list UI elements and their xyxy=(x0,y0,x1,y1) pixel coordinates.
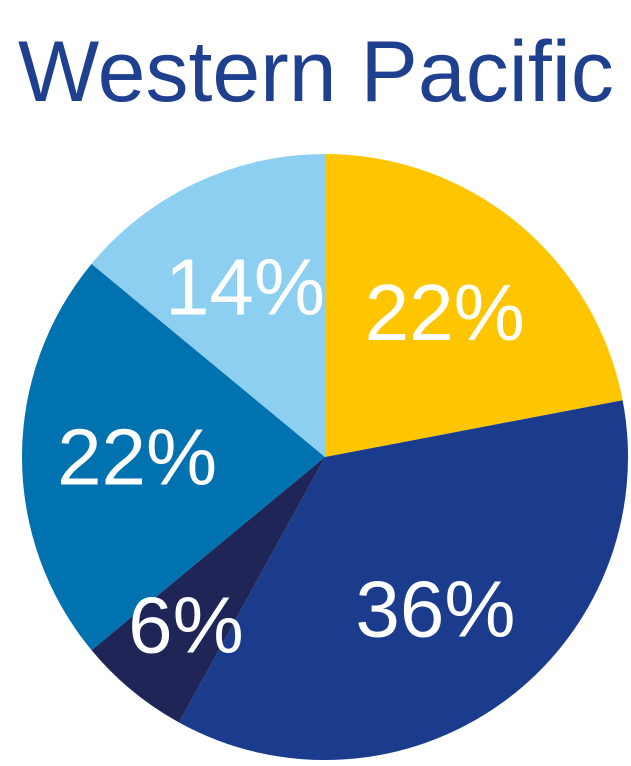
data-label: 22% xyxy=(57,413,217,502)
data-label: 14% xyxy=(165,243,325,332)
pie-slice xyxy=(91,154,325,457)
pie-slice xyxy=(21,263,325,651)
pie-slice xyxy=(325,154,623,457)
pie-slice xyxy=(179,400,629,761)
data-label: 22% xyxy=(365,268,525,357)
data-label: 6% xyxy=(128,581,244,670)
pie-slice xyxy=(91,457,325,723)
data-label: 36% xyxy=(355,564,515,653)
chart-title: Western Pacific xyxy=(18,24,614,120)
